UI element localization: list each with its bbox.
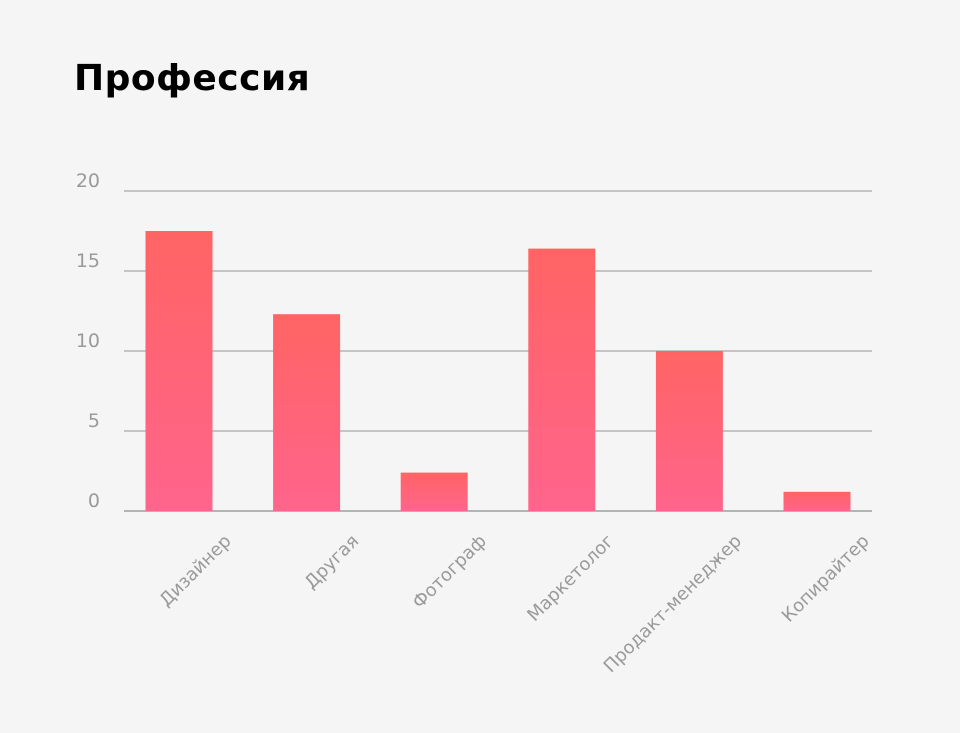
bar bbox=[400, 472, 468, 511]
y-tick-label: 20 bbox=[76, 170, 100, 192]
bar bbox=[273, 314, 341, 511]
x-axis-labels: Дизайнер Другая Фотограф МаркетологПродакт-… bbox=[155, 531, 873, 677]
bar bbox=[783, 491, 851, 511]
x-category-label: Продакт-менеджер bbox=[600, 531, 746, 677]
y-tick-label: 5 bbox=[88, 410, 100, 432]
chart-title: Профессия bbox=[74, 58, 311, 99]
x-category-label: Маркетолог bbox=[523, 531, 618, 626]
x-category-label: Другая bbox=[301, 531, 364, 594]
x-category-label: Копирайтер bbox=[778, 531, 874, 627]
x-category-label: Дизайнер bbox=[155, 531, 235, 611]
bar bbox=[145, 231, 213, 511]
y-tick-label: 15 bbox=[76, 250, 100, 272]
bars bbox=[145, 231, 851, 511]
y-tick-label: 10 bbox=[76, 330, 100, 352]
gridlines bbox=[124, 190, 872, 512]
y-axis-ticks: 0 5 10 15 20 bbox=[76, 170, 100, 512]
bar bbox=[655, 351, 723, 511]
bar bbox=[528, 248, 596, 511]
y-tick-label: 0 bbox=[88, 490, 100, 512]
x-category-label: Фотограф bbox=[409, 531, 491, 613]
